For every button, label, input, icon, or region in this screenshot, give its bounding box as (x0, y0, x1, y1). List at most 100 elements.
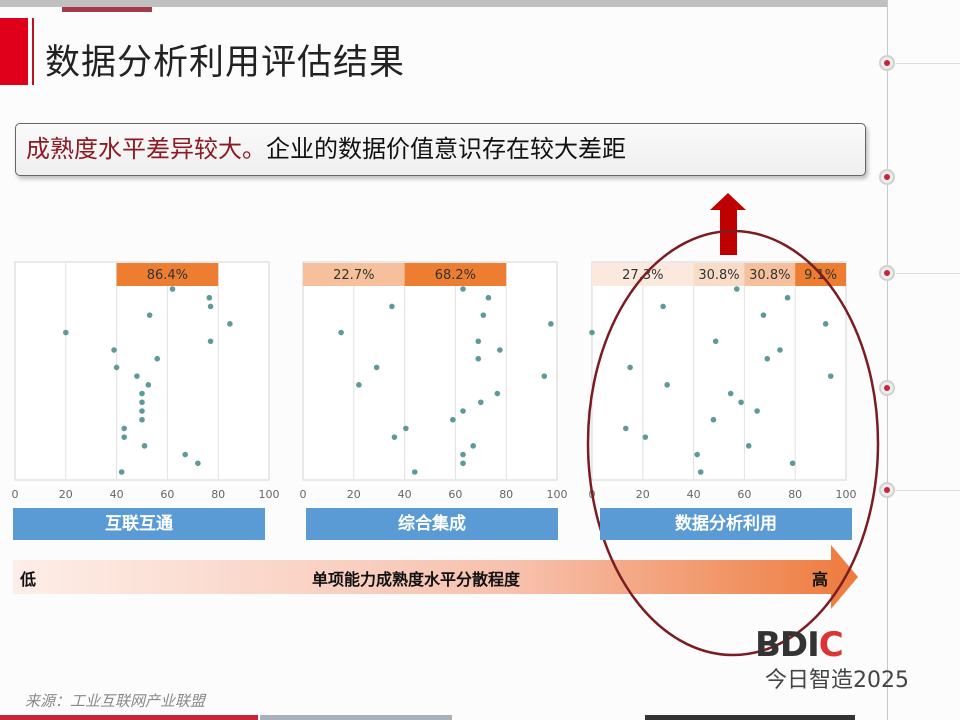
data-point (460, 460, 466, 467)
data-point (777, 347, 783, 353)
data-point (411, 469, 418, 475)
data-point (754, 408, 760, 414)
data-point (475, 355, 482, 362)
scale-label: 单项能力成熟度水平分散程度 (312, 570, 521, 589)
x-tick-label: 60 (160, 488, 174, 501)
data-point (195, 460, 201, 467)
timeline-node[interactable] (879, 482, 895, 498)
callout-highlight: 成熟度水平差异较大。 (26, 135, 266, 163)
data-point (712, 338, 719, 345)
data-point (475, 338, 482, 345)
data-point (206, 294, 213, 301)
data-point (789, 460, 796, 467)
scale-high: 高 (812, 570, 829, 589)
x-tick-label: 20 (59, 488, 73, 501)
data-point (146, 312, 153, 318)
footer-bar (0, 715, 258, 720)
band-label: 86.4% (147, 268, 188, 283)
category-label: 互联互通 (13, 508, 265, 540)
divider (896, 490, 960, 491)
data-point (494, 390, 501, 397)
x-tick-label: 20 (347, 488, 361, 501)
watermark: 今日智造2025 (765, 668, 909, 693)
top-accent (62, 7, 152, 12)
scale-low: 低 (20, 570, 37, 589)
data-point (373, 364, 380, 371)
data-point (541, 373, 548, 379)
data-point (485, 294, 492, 301)
data-point (134, 373, 140, 379)
band-label: 30.8% (749, 268, 790, 283)
divider (896, 63, 960, 64)
page-title: 数据分析利用评估结果 (45, 43, 406, 83)
timeline-node[interactable] (879, 169, 895, 185)
data-point (121, 434, 128, 440)
x-tick-label: 40 (398, 488, 412, 501)
data-point (227, 321, 233, 327)
up-arrow-icon (710, 193, 746, 255)
data-point (338, 329, 344, 336)
data-point (784, 294, 791, 301)
band (404, 263, 507, 286)
bdic-logo: BDIC (755, 625, 844, 665)
data-point (664, 382, 670, 388)
data-point (480, 312, 487, 318)
plot-area (591, 261, 847, 481)
timeline-node[interactable] (879, 55, 895, 71)
data-point (460, 451, 466, 458)
data-point (356, 382, 362, 388)
data-point (745, 443, 752, 449)
x-tick-label: 100 (547, 488, 568, 501)
x-tick-label: 80 (499, 488, 513, 501)
footer-bar (260, 715, 452, 720)
band-label: 30.8% (698, 268, 739, 283)
data-point (760, 312, 767, 318)
data-point (622, 425, 629, 432)
data-point (391, 434, 398, 440)
divider (896, 273, 960, 274)
data-point (460, 286, 466, 292)
data-point (660, 303, 666, 310)
data-point (118, 469, 125, 475)
x-tick-label: 60 (448, 488, 462, 501)
band-label: 27.3% (622, 268, 663, 283)
data-point (154, 355, 161, 362)
band (116, 263, 219, 286)
x-tick-label: 80 (211, 488, 225, 501)
band (693, 263, 745, 286)
band-label: 22.7% (333, 268, 374, 283)
title-accent-line (32, 18, 34, 85)
band-label: 9.1% (804, 268, 837, 283)
band-label: 68.2% (435, 268, 476, 283)
data-point (139, 408, 145, 414)
data-point (822, 321, 829, 327)
x-tick-label: 100 (836, 488, 857, 501)
band (795, 263, 846, 286)
timeline-node[interactable] (879, 380, 895, 396)
data-point (207, 338, 214, 345)
data-point (478, 399, 484, 406)
band (592, 263, 694, 286)
plot-area (302, 261, 558, 481)
x-tick-label: 0 (300, 488, 307, 501)
x-tick-label: 0 (12, 488, 19, 501)
data-point (589, 329, 595, 336)
plot-area (14, 261, 270, 481)
data-point (141, 443, 148, 449)
timeline-node[interactable] (879, 265, 895, 281)
data-point (460, 408, 466, 414)
data-point (182, 451, 188, 458)
data-point (733, 286, 740, 292)
data-point (121, 425, 128, 432)
data-point (827, 373, 834, 379)
data-point (169, 286, 176, 292)
data-point (697, 469, 704, 475)
callout-text: 企业的数据价值意识存在较大差距 (266, 135, 626, 163)
data-point (710, 416, 717, 423)
x-tick-label: 0 (589, 488, 596, 501)
x-tick-label: 20 (636, 488, 650, 501)
source-note: 来源：工业互联网产业联盟 (25, 692, 206, 710)
data-point (389, 303, 395, 310)
